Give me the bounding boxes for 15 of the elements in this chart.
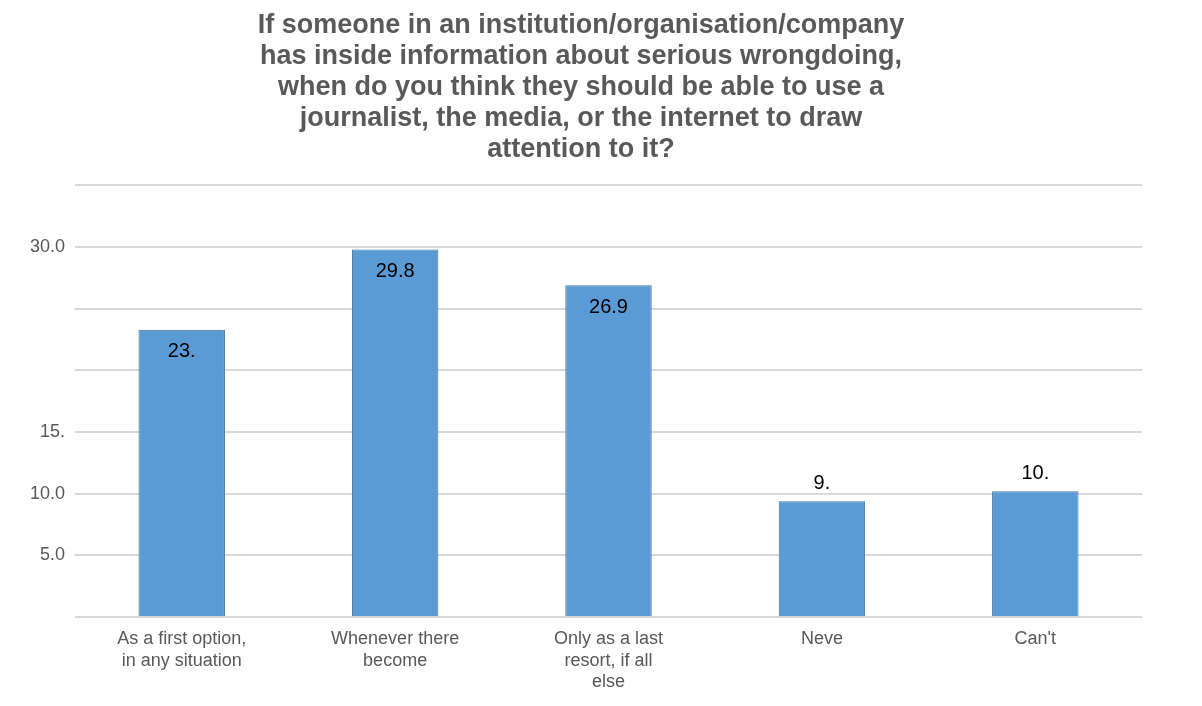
y-tick-label: 5.0 [40, 544, 66, 565]
y-tick-label: 15. [40, 421, 66, 442]
y-tick-label: 10.0 [29, 482, 66, 503]
data-label: 29.8 [375, 258, 415, 281]
x-tick-label: Can't [1014, 627, 1057, 648]
data-label: 26.9 [589, 294, 628, 317]
chart-title: If someone in an institution/organisation/company has inside information about serious wrongdoing, when do you think they should be able to use a journalist, the media, or the internet to draw attention to it? [257, 8, 905, 164]
x-tick-label: Neve [800, 627, 843, 648]
data-label: 10. [1021, 460, 1050, 483]
y-tick-label: 30.0 [29, 235, 66, 256]
x-tick-label: Only as a last resort, if all else [553, 627, 664, 692]
x-tick-label: As a first option, in any situation [117, 627, 247, 670]
x-tick-label: Whenever there become [331, 627, 460, 670]
data-label: 9. [813, 470, 831, 493]
data-label: 23. [167, 339, 196, 362]
